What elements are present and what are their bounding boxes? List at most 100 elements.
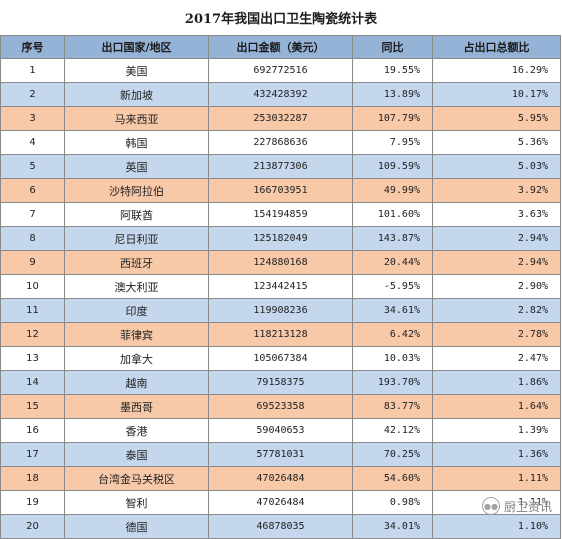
watermark-text: 厨卫资讯 [503,499,552,514]
cell-seq: 3 [0,106,65,131]
cell-seq: 8 [0,226,65,251]
cell-yoy: 34.61% [352,298,433,323]
cell-amount: 123442415 [208,274,353,299]
cell-yoy: 109.59% [352,154,433,179]
cell-amount: 105067384 [208,346,353,371]
cell-country: 香港 [64,418,209,443]
cell-country: 尼日利亚 [64,226,209,251]
header-amount: 出口金额（美元） [208,35,353,59]
cell-country: 墨西哥 [64,394,209,419]
table-row: 1 美国 692772516 19.55% 16.29% [0,58,561,83]
cell-yoy: 193.70% [352,370,433,395]
cell-amount: 124880168 [208,250,353,275]
cell-share: 1.86% [432,370,561,395]
cell-yoy: 19.55% [352,58,433,83]
table-row: 18 台湾金马关税区 47026484 54.60% 1.11% [0,466,561,491]
cell-share: 1.36% [432,442,561,467]
cell-seq: 16 [0,418,65,443]
cell-share: 1.39% [432,418,561,443]
cell-country: 沙特阿拉伯 [64,178,209,203]
wechat-icon: ●● [481,497,500,515]
table-row: 14 越南 79158375 193.70% 1.86% [0,370,561,395]
header-country: 出口国家/地区 [64,35,209,59]
cell-country: 菲律宾 [64,322,209,347]
cell-yoy: 143.87% [352,226,433,251]
cell-share: 2.78% [432,322,561,347]
table-row: 10 澳大利亚 123442415 -5.95% 2.90% [0,274,561,299]
table-row: 9 西班牙 124880168 20.44% 2.94% [0,250,561,275]
cell-yoy: 49.99% [352,178,433,203]
cell-share: 10.17% [432,82,561,107]
cell-country: 西班牙 [64,250,209,275]
cell-yoy: 54.60% [352,466,433,491]
header-seq: 序号 [0,35,65,59]
cell-seq: 2 [0,82,65,107]
cell-amount: 166703951 [208,178,353,203]
cell-share: 2.82% [432,298,561,323]
cell-yoy: 83.77% [352,394,433,419]
table-row: 16 香港 59040653 42.12% 1.39% [0,418,561,443]
cell-amount: 69523358 [208,394,353,419]
cell-amount: 213877306 [208,154,353,179]
cell-seq: 5 [0,154,65,179]
cell-seq: 14 [0,370,65,395]
cell-yoy: 6.42% [352,322,433,347]
cell-country: 美国 [64,58,209,83]
table-row: 8 尼日利亚 125182049 143.87% 2.94% [0,226,561,251]
cell-share: 5.03% [432,154,561,179]
cell-amount: 47026484 [208,466,353,491]
table-row: 6 沙特阿拉伯 166703951 49.99% 3.92% [0,178,561,203]
cell-share: 1.10% [432,514,561,539]
cell-seq: 18 [0,466,65,491]
cell-amount: 253032287 [208,106,353,131]
cell-country: 韩国 [64,130,209,155]
table-title: 2017年我国出口卫生陶瓷统计表 [184,12,378,27]
cell-seq: 7 [0,202,65,227]
cell-seq: 11 [0,298,65,323]
cell-amount: 692772516 [208,58,353,83]
cell-country: 智利 [64,490,209,515]
cell-share: 2.94% [432,226,561,251]
cell-country: 阿联酋 [64,202,209,227]
cell-seq: 20 [0,514,65,539]
cell-amount: 79158375 [208,370,353,395]
cell-share: 1.64% [432,394,561,419]
table-row: 11 印度 119908236 34.61% 2.82% [0,298,561,323]
cell-seq: 15 [0,394,65,419]
cell-yoy: 101.60% [352,202,433,227]
export-table: 序号 出口国家/地区 出口金额（美元） 同比 占出口总额比 1 美国 6927725… [0,35,561,539]
cell-seq: 4 [0,130,65,155]
cell-amount: 119908236 [208,298,353,323]
cell-seq: 9 [0,250,65,275]
table-body: 1 美国 692772516 19.55% 16.29% 2 新加坡 432428392 13.… [0,58,561,539]
cell-seq: 12 [0,322,65,347]
table-row: 19 智利 47026484 0.98% 1.11% [0,490,561,515]
cell-amount: 227868636 [208,130,353,155]
table-row: 2 新加坡 432428392 13.89% 10.17% [0,82,561,107]
cell-seq: 17 [0,442,65,467]
cell-yoy: 107.79% [352,106,433,131]
table-row: 4 韩国 227868636 7.95% 5.36% [0,130,561,155]
cell-country: 新加坡 [64,82,209,107]
cell-amount: 59040653 [208,418,353,443]
table-row: 17 泰国 57781031 70.25% 1.36% [0,442,561,467]
cell-yoy: 7.95% [352,130,433,155]
cell-amount: 46878035 [208,514,353,539]
cell-share: 2.47% [432,346,561,371]
cell-seq: 1 [0,58,65,83]
cell-country: 泰国 [64,442,209,467]
cell-seq: 19 [0,490,65,515]
cell-yoy: -5.95% [352,274,433,299]
cell-country: 英国 [64,154,209,179]
header-share: 占出口总额比 [432,35,561,59]
header-yoy: 同比 [352,35,433,59]
cell-country: 马来西亚 [64,106,209,131]
table-row: 12 菲律宾 118213128 6.42% 2.78% [0,322,561,347]
cell-share: 2.94% [432,250,561,275]
cell-share: 16.29% [432,58,561,83]
table-row: 3 马来西亚 253032287 107.79% 5.95% [0,106,561,131]
header-row: 序号 出口国家/地区 出口金额（美元） 同比 占出口总额比 [0,35,561,59]
cell-country: 印度 [64,298,209,323]
cell-seq: 10 [0,274,65,299]
cell-amount: 154194859 [208,202,353,227]
